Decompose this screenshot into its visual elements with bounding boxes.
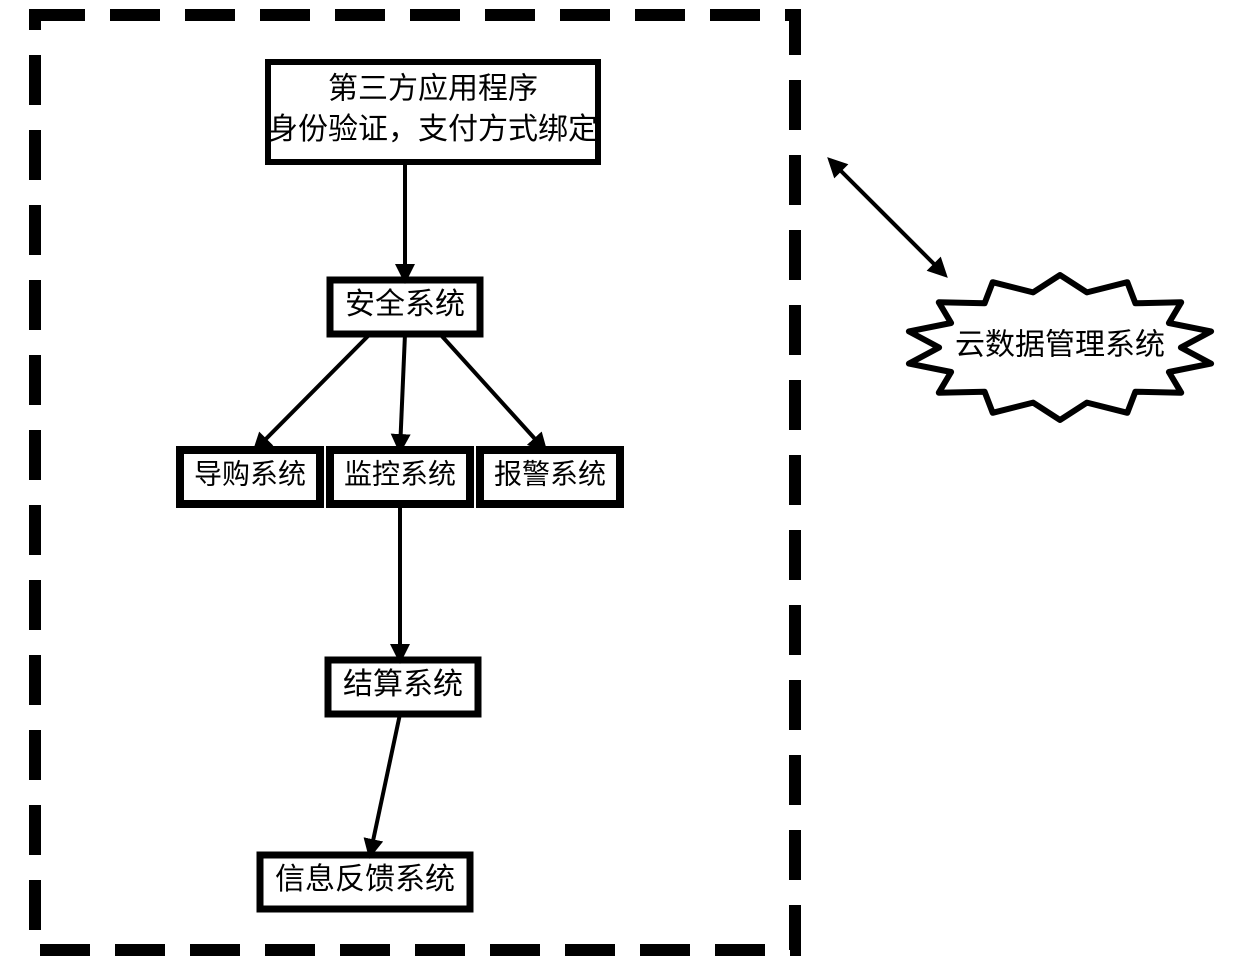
node-label: 报警系统: [494, 458, 606, 490]
node-n4: 监控系统: [330, 450, 470, 504]
node-n8: 云数据管理系统: [909, 275, 1211, 420]
node-label: 第三方应用程序: [328, 73, 538, 106]
node-label: 监控系统: [344, 458, 456, 490]
node-n6: 结算系统: [328, 660, 478, 714]
node-n1: 第三方应用程序身份验证，支付方式绑定: [268, 62, 598, 162]
edge-6: [830, 160, 945, 275]
edge-1: [255, 334, 370, 450]
node-label: 信息反馈系统: [275, 863, 455, 896]
node-label: 身份验证，支付方式绑定: [268, 113, 598, 146]
node-label: 云数据管理系统: [955, 328, 1165, 361]
edge-5: [370, 714, 400, 855]
node-label: 导购系统: [194, 458, 306, 490]
node-n3: 导购系统: [180, 450, 320, 504]
node-label: 结算系统: [343, 668, 463, 701]
edge-2: [400, 334, 405, 450]
node-n5: 报警系统: [480, 450, 620, 504]
node-label: 安全系统: [345, 288, 465, 321]
edge-3: [440, 334, 545, 450]
node-n7: 信息反馈系统: [260, 855, 470, 909]
node-n2: 安全系统: [330, 280, 480, 334]
